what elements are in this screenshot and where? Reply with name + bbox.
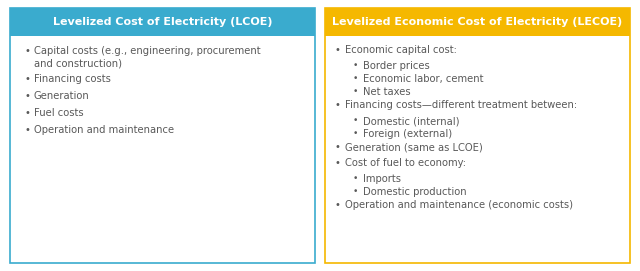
Text: Economic capital cost:: Economic capital cost: xyxy=(345,45,457,55)
Text: •: • xyxy=(353,129,358,138)
Text: Domestic production: Domestic production xyxy=(363,187,467,197)
Text: Cost of fuel to economy:: Cost of fuel to economy: xyxy=(345,158,466,168)
Bar xyxy=(325,8,630,263)
Bar xyxy=(325,8,630,36)
Text: •: • xyxy=(335,142,341,152)
Text: •: • xyxy=(353,174,358,183)
Text: •: • xyxy=(353,187,358,196)
Text: Economic labor, cement: Economic labor, cement xyxy=(363,74,483,84)
Text: Levelized Cost of Electricity (LCOE): Levelized Cost of Electricity (LCOE) xyxy=(52,17,272,27)
Bar xyxy=(10,8,315,263)
Text: •: • xyxy=(335,200,341,210)
Text: •: • xyxy=(335,100,341,110)
Text: Border prices: Border prices xyxy=(363,61,429,71)
Text: Capital costs (e.g., engineering, procurement
and construction): Capital costs (e.g., engineering, procur… xyxy=(34,46,260,69)
Text: •: • xyxy=(353,74,358,83)
Text: •: • xyxy=(353,116,358,125)
Bar xyxy=(10,8,315,36)
Text: Operation and maintenance: Operation and maintenance xyxy=(34,125,174,135)
Text: Foreign (external): Foreign (external) xyxy=(363,129,452,139)
Text: •: • xyxy=(24,74,30,84)
Text: •: • xyxy=(353,61,358,70)
Text: Domestic (internal): Domestic (internal) xyxy=(363,116,460,126)
Text: Net taxes: Net taxes xyxy=(363,87,411,97)
Text: •: • xyxy=(24,125,30,135)
Text: Fuel costs: Fuel costs xyxy=(34,108,84,118)
Text: •: • xyxy=(24,91,30,101)
Text: •: • xyxy=(24,46,30,56)
Text: Generation (same as LCOE): Generation (same as LCOE) xyxy=(345,142,483,152)
Text: Levelized Economic Cost of Electricity (LECOE): Levelized Economic Cost of Electricity (… xyxy=(332,17,623,27)
Text: •: • xyxy=(335,45,341,55)
Text: Operation and maintenance (economic costs): Operation and maintenance (economic cost… xyxy=(345,200,573,210)
Text: •: • xyxy=(353,87,358,96)
Text: Financing costs: Financing costs xyxy=(34,74,111,84)
Text: •: • xyxy=(24,108,30,118)
Text: Financing costs—different treatment between:: Financing costs—different treatment betw… xyxy=(345,100,577,110)
Text: Generation: Generation xyxy=(34,91,90,101)
Text: Imports: Imports xyxy=(363,174,401,184)
Text: •: • xyxy=(335,158,341,168)
